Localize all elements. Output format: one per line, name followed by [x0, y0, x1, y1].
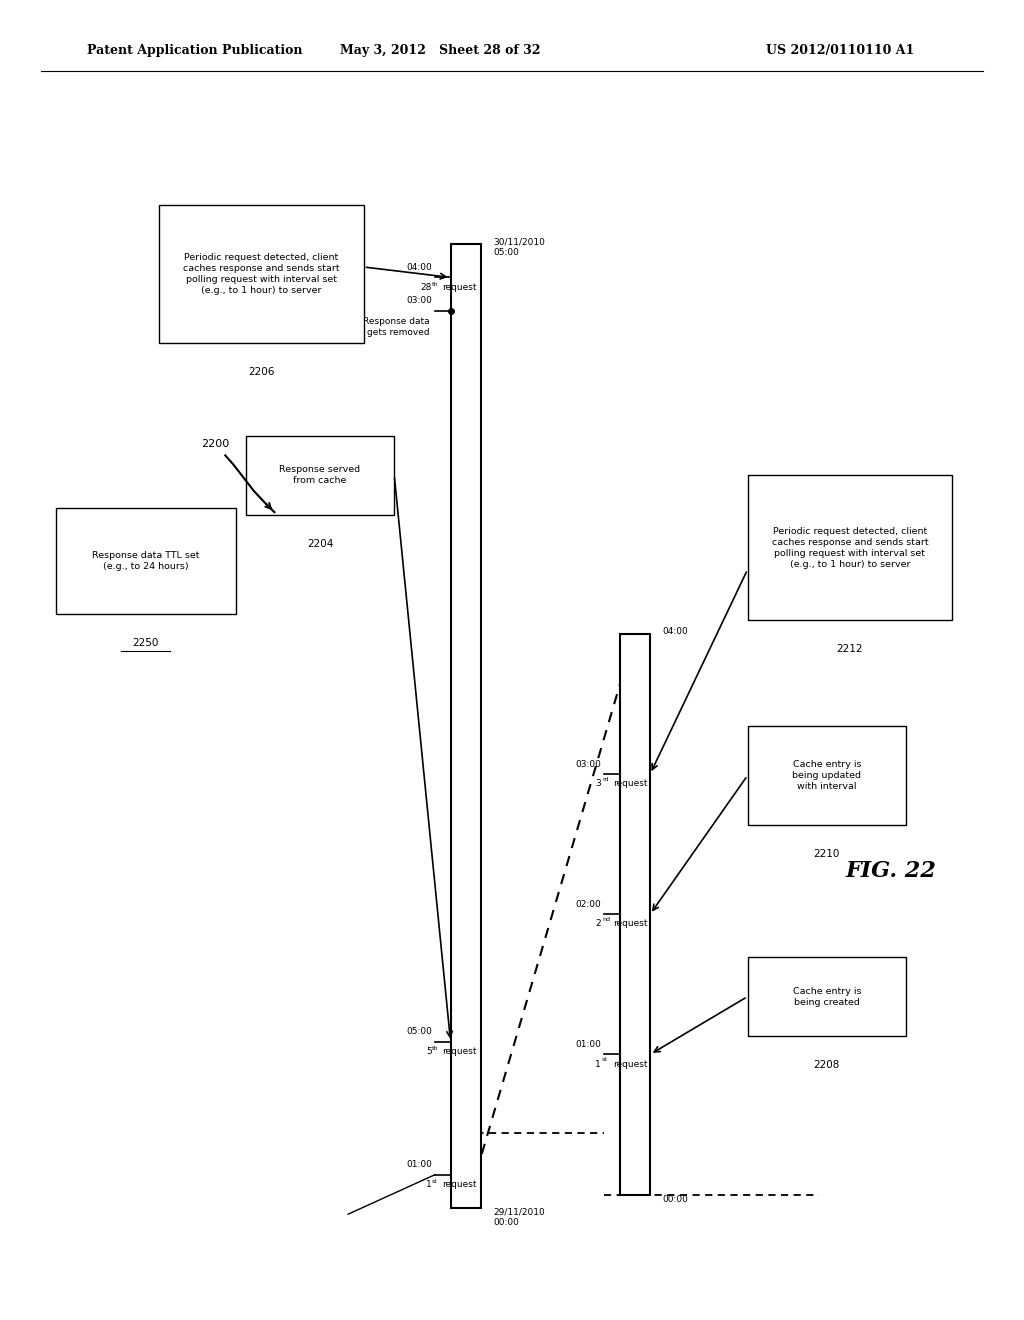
Text: st: st [432, 1179, 438, 1184]
Text: 2210: 2210 [814, 849, 840, 859]
Text: 3: 3 [595, 779, 601, 788]
Text: 03:00: 03:00 [407, 297, 432, 305]
Text: 02:00: 02:00 [575, 900, 601, 908]
Text: request: request [613, 1060, 648, 1069]
Text: request: request [613, 919, 648, 928]
Text: 2: 2 [596, 919, 601, 928]
Text: 04:00: 04:00 [663, 627, 688, 636]
Text: FIG. 22: FIG. 22 [846, 861, 936, 882]
Text: Cache entry is
being updated
with interval: Cache entry is being updated with interv… [793, 760, 861, 791]
Text: Response data TTL set
(e.g., to 24 hours): Response data TTL set (e.g., to 24 hours… [92, 550, 200, 572]
Text: 5: 5 [426, 1047, 432, 1056]
Text: 30/11/2010
05:00: 30/11/2010 05:00 [494, 238, 546, 257]
Text: 29/11/2010
00:00: 29/11/2010 00:00 [494, 1208, 546, 1228]
Text: 2206: 2206 [248, 367, 274, 378]
Text: 28: 28 [421, 282, 432, 292]
Text: 01:00: 01:00 [407, 1160, 432, 1170]
Text: 04:00: 04:00 [407, 263, 432, 272]
Text: request: request [442, 1047, 477, 1056]
Text: Cache entry is
being created: Cache entry is being created [793, 986, 861, 1007]
Text: th: th [432, 1045, 438, 1051]
Text: 01:00: 01:00 [575, 1040, 601, 1049]
Text: Patent Application Publication: Patent Application Publication [87, 44, 302, 57]
Bar [748, 726, 906, 825]
Text: 2208: 2208 [814, 1060, 840, 1071]
Text: 2212: 2212 [837, 644, 863, 655]
Text: Response served
from cache: Response served from cache [280, 465, 360, 486]
Text: 05:00: 05:00 [407, 1027, 432, 1036]
Text: Periodic request detected, client
caches response and sends start
polling reques: Periodic request detected, client caches… [772, 527, 928, 569]
Text: 1: 1 [426, 1180, 432, 1189]
Text: Response data
gets removed: Response data gets removed [364, 317, 430, 337]
Text: May 3, 2012   Sheet 28 of 32: May 3, 2012 Sheet 28 of 32 [340, 44, 541, 57]
Text: 03:00: 03:00 [575, 759, 601, 768]
Text: nd: nd [602, 917, 610, 921]
Bar [748, 957, 906, 1036]
Bar [246, 436, 394, 515]
Text: rd: rd [602, 776, 608, 781]
Text: st: st [602, 1057, 608, 1063]
Text: 1: 1 [595, 1060, 601, 1069]
Text: Periodic request detected, client
caches response and sends start
polling reques: Periodic request detected, client caches… [183, 252, 339, 296]
Text: 2200: 2200 [201, 438, 229, 449]
Text: US 2012/0110110 A1: US 2012/0110110 A1 [766, 44, 913, 57]
Text: request: request [442, 282, 477, 292]
Text: request: request [613, 779, 648, 788]
Text: 2250: 2250 [133, 638, 159, 648]
Bar [159, 205, 364, 343]
Bar [451, 244, 481, 1208]
Text: request: request [442, 1180, 477, 1189]
Bar [748, 475, 952, 620]
Bar [56, 508, 236, 614]
Text: 2204: 2204 [307, 539, 333, 549]
Bar [620, 634, 650, 1195]
Text: 00:00: 00:00 [663, 1195, 688, 1204]
Text: th: th [432, 281, 438, 286]
